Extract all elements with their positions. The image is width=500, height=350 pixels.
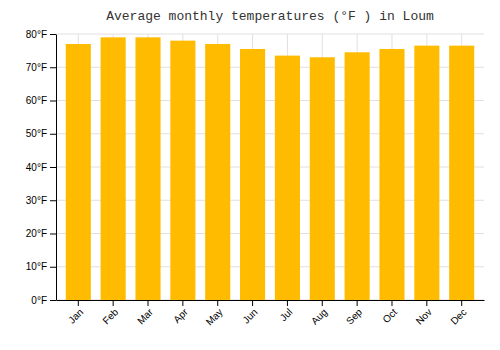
y-tick-mark bbox=[50, 300, 56, 301]
bar bbox=[240, 49, 265, 300]
y-tick-label: 80°F bbox=[26, 29, 47, 40]
x-tick-label: Nov bbox=[414, 306, 434, 326]
x-tick-label: Aug bbox=[309, 306, 329, 326]
x-tick-mark bbox=[391, 300, 392, 306]
grid bbox=[56, 34, 484, 300]
x-tick-label: Jan bbox=[66, 306, 85, 325]
y-tick-label: 20°F bbox=[26, 228, 47, 239]
x-tick: May bbox=[204, 300, 225, 328]
y-tick: 30°F bbox=[26, 195, 56, 206]
y-tick-label: 10°F bbox=[26, 261, 47, 272]
y-tick: 80°F bbox=[26, 29, 56, 40]
bar bbox=[135, 37, 160, 300]
x-tick-mark bbox=[357, 300, 358, 306]
title: Average monthly temperatures (°F ) in Lo… bbox=[106, 9, 434, 24]
y-tick-label: 50°F bbox=[26, 128, 47, 139]
y-tick-label: 0°F bbox=[31, 295, 47, 306]
x-tick-label: Jun bbox=[240, 306, 259, 325]
bar bbox=[345, 52, 370, 300]
y-axis-line bbox=[56, 35, 57, 301]
bars bbox=[66, 37, 474, 300]
y-tick: 70°F bbox=[26, 62, 56, 73]
y-tick-label: 40°F bbox=[26, 162, 47, 173]
x-tick-label: Feb bbox=[100, 306, 120, 326]
x-tick-label: Oct bbox=[380, 306, 399, 325]
x-tick-mark bbox=[113, 300, 114, 306]
chart: 0°F 10°F 20°F 30°F 40°F 50°F 60°F 70°F 80°F Jan Fe… bbox=[0, 0, 500, 350]
x-tick: Jul bbox=[278, 300, 295, 323]
bar bbox=[170, 41, 195, 300]
y-tick-mark bbox=[50, 234, 56, 235]
y-tick: 50°F bbox=[26, 128, 56, 139]
y-tick-label: 30°F bbox=[26, 195, 47, 206]
y-tick: 10°F bbox=[26, 261, 56, 272]
bar bbox=[66, 44, 91, 300]
x-tick-label: Apr bbox=[171, 306, 190, 325]
x-tick-mark bbox=[78, 300, 79, 306]
y-tick-label: 60°F bbox=[26, 95, 47, 106]
y-tick-mark bbox=[50, 67, 56, 68]
bar bbox=[379, 49, 404, 300]
x-tick-mark bbox=[287, 300, 288, 306]
y-grid-line bbox=[56, 34, 484, 35]
y-tick-label: 70°F bbox=[26, 62, 47, 73]
x-tick: Sep bbox=[344, 300, 365, 327]
x-tick: Nov bbox=[414, 300, 434, 327]
y-tick-mark bbox=[50, 167, 56, 168]
x-axis: Jan Feb Mar Apr May Jun Jul Aug Sep Oct Nov Dec bbox=[57, 300, 485, 328]
bar bbox=[310, 57, 335, 300]
x-tick: Dec bbox=[448, 300, 468, 327]
y-tick: 40°F bbox=[26, 162, 56, 173]
x-axis-line bbox=[57, 300, 485, 301]
y-tick: 60°F bbox=[26, 95, 56, 106]
x-tick-mark bbox=[252, 300, 253, 306]
bar bbox=[101, 37, 126, 300]
x-tick-mark bbox=[461, 300, 462, 306]
y-axis: 0°F 10°F 20°F 30°F 40°F 50°F 60°F 70°F 80°F bbox=[26, 29, 57, 306]
x-tick-label: Dec bbox=[448, 306, 468, 326]
x-tick-label: Sep bbox=[344, 306, 365, 327]
y-tick-mark bbox=[50, 267, 56, 268]
x-tick-label: May bbox=[204, 306, 225, 327]
x-tick: Jun bbox=[240, 300, 259, 326]
bar bbox=[275, 56, 300, 300]
y-tick-mark bbox=[50, 101, 56, 102]
x-tick: Oct bbox=[380, 300, 399, 325]
x-tick-mark bbox=[182, 300, 183, 306]
y-tick-mark bbox=[50, 200, 56, 201]
x-tick: Apr bbox=[171, 300, 190, 325]
x-tick-label: Jul bbox=[278, 306, 295, 323]
x-tick-mark bbox=[322, 300, 323, 306]
x-tick: Mar bbox=[135, 300, 155, 326]
x-tick: Jan bbox=[66, 300, 85, 326]
y-tick: 20°F bbox=[26, 228, 56, 239]
bar bbox=[205, 44, 230, 300]
x-tick-mark bbox=[148, 300, 149, 306]
bar bbox=[449, 46, 474, 300]
x-tick-label: Mar bbox=[135, 306, 155, 326]
x-tick-mark bbox=[217, 300, 218, 306]
x-tick-mark bbox=[426, 300, 427, 306]
y-tick-mark bbox=[50, 34, 56, 35]
x-tick: Feb bbox=[100, 300, 120, 326]
x-tick: Aug bbox=[309, 300, 329, 327]
y-tick-mark bbox=[50, 134, 56, 135]
y-tick: 0°F bbox=[31, 295, 56, 306]
bar bbox=[414, 46, 439, 300]
